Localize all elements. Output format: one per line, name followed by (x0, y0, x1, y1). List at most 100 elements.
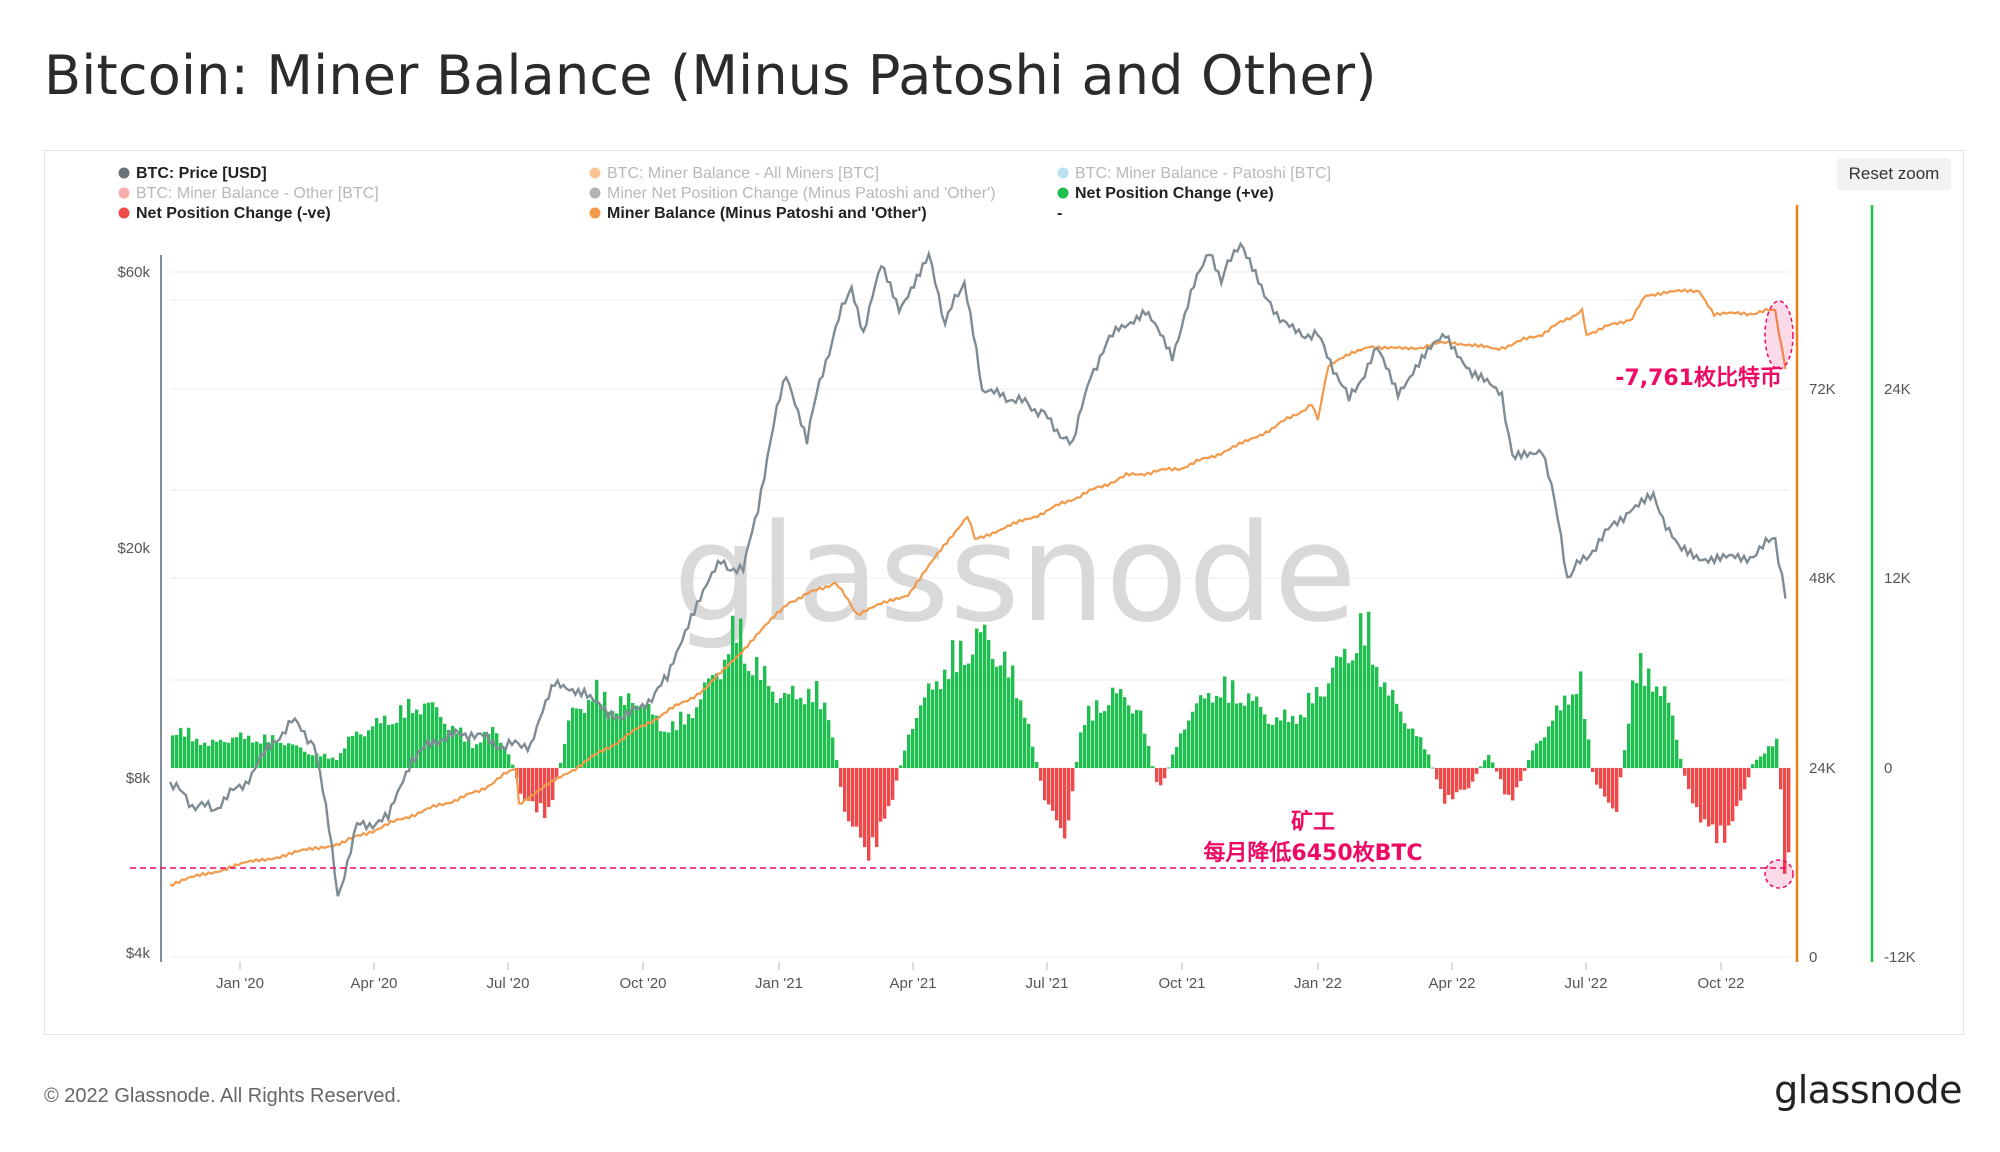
net-bar (587, 699, 591, 768)
net-bar (1023, 717, 1027, 768)
legend-label-6: Net Position Change (-ve) (136, 205, 331, 222)
net-bar (1695, 768, 1699, 808)
net-bar (519, 768, 523, 794)
net-bar (859, 768, 863, 838)
net-bar (1195, 703, 1199, 768)
net-bar (831, 737, 835, 768)
net-bar (431, 702, 435, 768)
net-bar (1651, 691, 1655, 768)
net-bar (207, 745, 211, 768)
net-bar (767, 686, 771, 768)
net-bar (715, 673, 719, 768)
net-bar (1415, 736, 1419, 768)
legend-label-3: BTC: Miner Balance - Other [BTC] (136, 185, 379, 202)
net-bar (867, 768, 871, 861)
net-bar (675, 730, 679, 768)
net-bar (1607, 768, 1611, 803)
x-tick-label: Apr '21 (889, 975, 936, 992)
net-bar (1687, 768, 1691, 790)
net-bar (1423, 749, 1427, 768)
net-bar (471, 748, 475, 768)
net-bar (1707, 768, 1711, 827)
x-tick-label: Jan '21 (755, 975, 803, 992)
net-bar (1043, 768, 1047, 801)
net-bar (591, 701, 595, 768)
net-bar (1279, 720, 1283, 768)
net-bar (1771, 746, 1775, 768)
footer-brand-logo: glassnode (1774, 1068, 1962, 1112)
net-bar (971, 654, 975, 768)
net-bar (1407, 728, 1411, 768)
net-bar (1039, 768, 1043, 781)
net-bar (763, 666, 767, 768)
net-bar (407, 698, 411, 768)
net-bar (1211, 702, 1215, 768)
net-bar (895, 768, 899, 781)
net-bar (1247, 693, 1251, 768)
net-bar (1115, 693, 1119, 768)
net-position-bars (171, 611, 1791, 874)
net-bar (1163, 768, 1167, 779)
net-bar (1739, 768, 1743, 801)
net-bar (1015, 698, 1019, 768)
net-bar (727, 654, 731, 768)
net-bar (735, 642, 739, 768)
net-bar (995, 666, 999, 768)
net-bar (799, 697, 803, 768)
net-bar (1347, 663, 1351, 768)
net-bar (687, 714, 691, 768)
net-bar (887, 768, 891, 807)
net-bar (795, 699, 799, 768)
net-bar (1131, 713, 1135, 768)
net-bar (1191, 711, 1195, 768)
net-bar (439, 717, 443, 768)
net-bar (435, 707, 439, 768)
net-bar (547, 768, 551, 807)
net-bar (499, 742, 503, 768)
net-bar (423, 703, 427, 768)
legend-marker-3 (118, 187, 130, 199)
net-bar (1419, 737, 1423, 768)
y-left-tick: $60k (117, 264, 150, 281)
net-bar (699, 699, 703, 768)
net-bar (755, 657, 759, 768)
net-bar (391, 724, 395, 768)
net-bar (679, 711, 683, 768)
legend-marker-4 (589, 187, 601, 199)
net-bar (815, 680, 819, 768)
net-bar (1063, 768, 1067, 839)
net-bar (467, 739, 471, 768)
x-tick-label: Apr '22 (1428, 975, 1475, 992)
net-bar (979, 632, 983, 768)
net-bar (1203, 698, 1207, 768)
net-bar (1307, 692, 1311, 768)
net-bar (1251, 700, 1255, 768)
net-bar (819, 709, 823, 768)
net-bar (1783, 768, 1787, 874)
net-bar (943, 669, 947, 768)
net-bar (1479, 766, 1483, 768)
net-bar (455, 733, 459, 768)
y-right-tick: 24K (1884, 381, 1911, 398)
reset-zoom-button[interactable]: Reset zoom (1837, 158, 1951, 190)
net-bar (1495, 768, 1499, 772)
net-bar (1199, 695, 1203, 768)
net-bar (203, 742, 207, 768)
net-bar (1499, 768, 1503, 780)
net-bar (523, 768, 527, 801)
net-bar (803, 704, 807, 768)
net-bar (1715, 768, 1719, 844)
net-bar (551, 768, 555, 801)
net-bar (1431, 767, 1435, 769)
net-bar (1091, 720, 1095, 768)
net-bar (1087, 705, 1091, 768)
net-bar (1447, 768, 1451, 795)
net-bar (271, 735, 275, 768)
net-bar (463, 741, 467, 768)
net-bar (1643, 685, 1647, 768)
net-bar (963, 664, 967, 768)
net-bar (1331, 667, 1335, 768)
net-bar (903, 750, 907, 768)
net-bar (219, 739, 223, 768)
